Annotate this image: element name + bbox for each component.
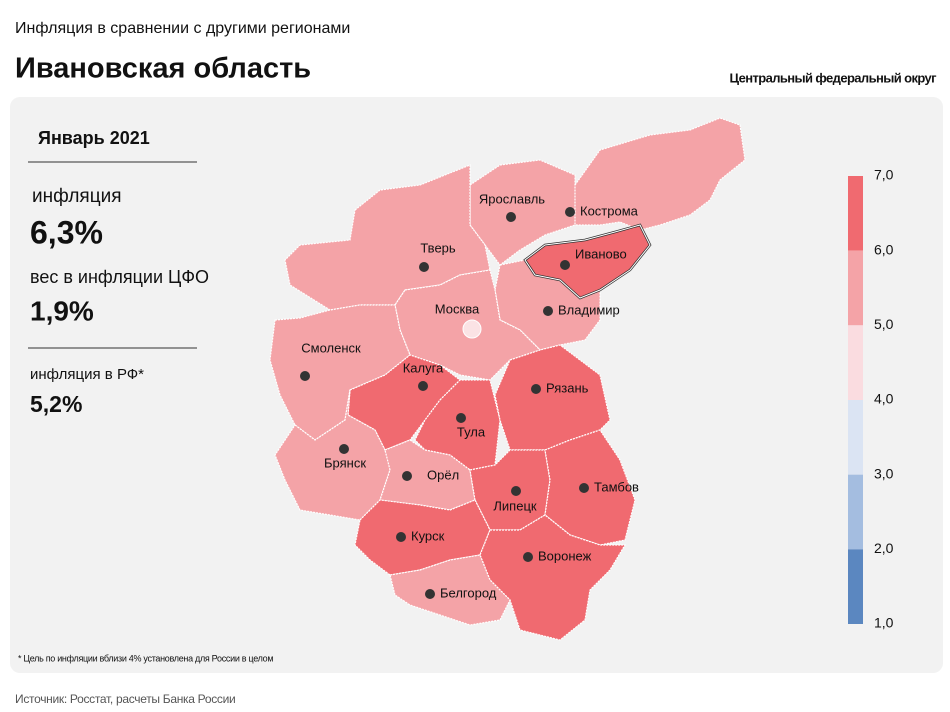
city-dot: [506, 212, 516, 222]
city-label: Белгород: [440, 585, 497, 600]
city-label: Ярославль: [479, 191, 545, 206]
legend-label: 5,0: [874, 316, 894, 332]
region: [379, 439, 476, 511]
period: Январь 2021: [38, 128, 150, 148]
inflation-label: инфляция: [32, 186, 121, 207]
city-dot: [456, 413, 466, 423]
legend-label: 3,0: [874, 465, 894, 481]
inflation-value: 6,3%: [30, 214, 103, 250]
city-label: Москва: [435, 301, 480, 316]
city-dot: [543, 306, 553, 316]
title: Ивановская область: [15, 53, 311, 85]
rf-label: инфляция в РФ*: [30, 366, 144, 383]
legend-band: [848, 400, 863, 475]
city-dot: [402, 471, 412, 481]
region: [559, 117, 746, 231]
city-label: Рязань: [546, 380, 589, 395]
city-label: Курск: [411, 528, 445, 543]
city-dot: [511, 486, 521, 496]
weight-value: 1,9%: [30, 295, 94, 326]
city-dot: [425, 589, 435, 599]
legend-label: 6,0: [874, 241, 894, 257]
source: Источник: Росстат, расчеты Банка России: [15, 692, 235, 706]
city-dot: [418, 381, 428, 391]
city-label: Брянск: [324, 455, 366, 470]
city-dot: [339, 444, 349, 454]
legend-band: [848, 549, 863, 624]
city-label: Смоленск: [301, 340, 361, 355]
city-label: Воронеж: [538, 548, 592, 563]
capital-dot: [462, 319, 482, 339]
region: [544, 429, 636, 546]
legend-band: [848, 325, 863, 400]
city-dot: [523, 552, 533, 562]
city-dot: [300, 371, 310, 381]
city-label: Кострома: [580, 203, 639, 218]
city-label: Иваново: [575, 246, 627, 261]
weight-label: вес в инфляции ЦФО: [30, 267, 209, 287]
legend-label: 7,0: [874, 167, 894, 183]
city-dot: [560, 260, 570, 270]
region: [414, 379, 501, 471]
city-label: Тула: [457, 424, 486, 439]
footnote: * Цель по инфляции вблизи 4% установлена…: [18, 653, 273, 663]
city-label: Липецк: [493, 498, 537, 513]
city-label: Владимир: [558, 302, 620, 317]
city-label: Тамбов: [594, 479, 639, 494]
legend-label: 4,0: [874, 391, 894, 407]
region: [389, 554, 511, 626]
city-dot: [531, 384, 541, 394]
legend-band: [848, 474, 863, 550]
city-dot: [396, 532, 406, 542]
legend-label: 2,0: [874, 540, 894, 556]
legend: 7,0 6,0 5,0 4,0 3,0 2,0 1,0: [848, 167, 894, 631]
city-label: Тверь: [420, 240, 456, 255]
map: Кострома Ярославль Тверь Иваново Владимир Мос…: [269, 117, 746, 641]
subtitle: Инфляция в сравнении с другими регионами: [15, 20, 350, 37]
district: Центральный федеральный округ: [730, 70, 938, 85]
legend-label: 1,0: [874, 615, 894, 631]
rf-value: 5,2%: [30, 391, 82, 417]
region-highlight-inner: [524, 224, 651, 299]
city-dot: [579, 483, 589, 493]
legend-band: [848, 250, 863, 326]
legend-band: [848, 176, 863, 251]
region: [479, 514, 627, 641]
city-label: Орёл: [427, 467, 459, 482]
city-dot: [419, 262, 429, 272]
city-dot: [565, 207, 575, 217]
city-label: Калуга: [403, 360, 444, 375]
